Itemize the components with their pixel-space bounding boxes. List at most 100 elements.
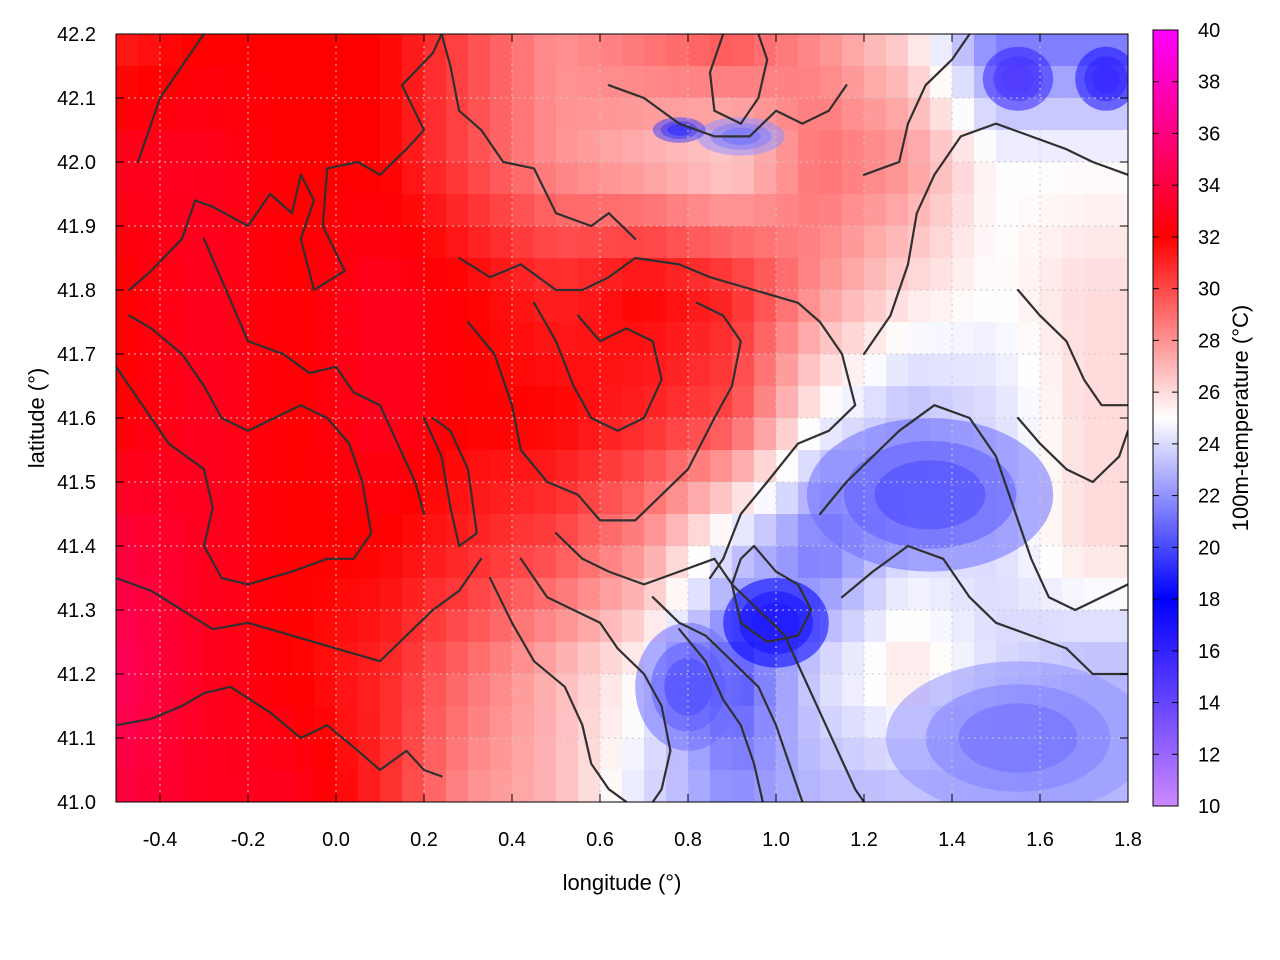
heatmap-cell <box>336 770 359 802</box>
heatmap-cell <box>314 546 337 579</box>
contour-line <box>862 34 971 176</box>
heatmap-cell <box>314 386 337 419</box>
heatmap-cell <box>1040 546 1063 579</box>
heatmap-cell <box>842 322 865 355</box>
heatmap-cell <box>842 258 865 291</box>
heatmap-cell <box>1018 610 1041 643</box>
heatmap-cell <box>160 386 183 419</box>
heatmap-cell <box>248 258 271 291</box>
heatmap-cell <box>688 514 711 547</box>
heatmap-cell <box>490 226 513 259</box>
heatmap-cell <box>358 578 381 611</box>
heatmap-cell <box>314 194 337 227</box>
heatmap-cell <box>380 386 403 419</box>
heatmap-cell <box>512 418 535 451</box>
heatmap-cell <box>358 738 381 771</box>
heatmap-cell <box>314 98 337 131</box>
heatmap-cell <box>380 290 403 323</box>
heatmap-cell <box>116 130 139 163</box>
heatmap-cell <box>226 770 249 802</box>
heatmap-cell <box>864 258 887 291</box>
heatmap-cell <box>1084 386 1107 419</box>
heatmap-cell <box>820 642 843 675</box>
heatmap-cell <box>270 738 293 771</box>
heatmap-cell <box>754 194 777 227</box>
heatmap-cell <box>248 290 271 323</box>
heatmap-cell <box>446 482 469 515</box>
heatmap-cell <box>1018 226 1041 259</box>
heatmap-cell <box>864 34 887 67</box>
heatmap-cell <box>1084 482 1107 515</box>
heatmap-cell <box>490 450 513 483</box>
heatmap-cell <box>138 578 161 611</box>
heatmap-cell <box>534 322 557 355</box>
heatmap-cell <box>776 386 799 419</box>
colorbar-tick-label: 10 <box>1198 796 1220 818</box>
heatmap-cell <box>600 226 623 259</box>
heatmap-cell <box>138 290 161 323</box>
heatmap-cell <box>270 354 293 387</box>
heatmap-cell <box>754 482 777 515</box>
heatmap-cell <box>732 162 755 195</box>
heatmap-cell <box>226 738 249 771</box>
heatmap-cell <box>710 290 733 323</box>
heatmap-cell <box>116 98 139 131</box>
heatmap-cell <box>1106 610 1128 643</box>
heatmap-cell <box>424 290 447 323</box>
heatmap-cell <box>446 642 469 675</box>
heatmap-cell <box>578 66 601 99</box>
heatmap-cell <box>424 610 447 643</box>
heatmap-cell <box>270 482 293 515</box>
heatmap-cell <box>292 258 315 291</box>
heatmap-cell <box>798 162 821 195</box>
heatmap-cell <box>226 642 249 675</box>
colorbar-tick-label: 14 <box>1198 693 1220 715</box>
heatmap-cell <box>1040 258 1063 291</box>
heatmap-cell <box>798 706 821 739</box>
heatmap-cell <box>490 706 513 739</box>
heatmap-cell <box>1062 226 1085 259</box>
heatmap-cell <box>688 34 711 67</box>
heatmap-cell <box>182 610 205 643</box>
heatmap-cell <box>424 482 447 515</box>
heatmap-cell <box>974 194 997 227</box>
heatmap-cell <box>644 290 667 323</box>
heatmap-cell <box>1106 130 1128 163</box>
heatmap-cell <box>380 194 403 227</box>
heatmap-cell <box>820 194 843 227</box>
heatmap-cell <box>732 258 755 291</box>
heatmap-cell <box>622 258 645 291</box>
heatmap-cell <box>182 546 205 579</box>
heatmap-cell <box>930 386 953 419</box>
heatmap-cell <box>996 322 1019 355</box>
heatmap-cell <box>402 738 425 771</box>
contour-line <box>651 596 804 802</box>
heatmap-cell <box>930 258 953 291</box>
heatmap-cell <box>468 418 491 451</box>
heatmap-cell <box>116 194 139 227</box>
heatmap-cell <box>1106 514 1128 547</box>
heatmap-cell <box>512 450 535 483</box>
heatmap-cell <box>424 674 447 707</box>
heatmap-cell <box>446 546 469 579</box>
heatmap-cell <box>864 290 887 323</box>
heatmap-cell <box>336 514 359 547</box>
heatmap-cell <box>336 322 359 355</box>
heatmap-cell <box>446 770 469 802</box>
heatmap-cell <box>732 226 755 259</box>
heatmap-cell <box>930 642 953 675</box>
heatmap-cell <box>666 34 689 67</box>
heatmap-cell <box>688 546 711 579</box>
heatmap-cell <box>578 418 601 451</box>
heatmap-cell <box>336 386 359 419</box>
heatmap-cell <box>468 98 491 131</box>
heatmap-cell <box>776 706 799 739</box>
heatmap-cell <box>182 514 205 547</box>
heatmap-cell <box>116 514 139 547</box>
heatmap-cell <box>952 130 975 163</box>
heatmap-cell <box>754 226 777 259</box>
heatmap-cell <box>358 482 381 515</box>
heatmap-cell <box>842 66 865 99</box>
colorbar-tick-label: 28 <box>1198 330 1220 352</box>
heatmap-cell <box>226 450 249 483</box>
